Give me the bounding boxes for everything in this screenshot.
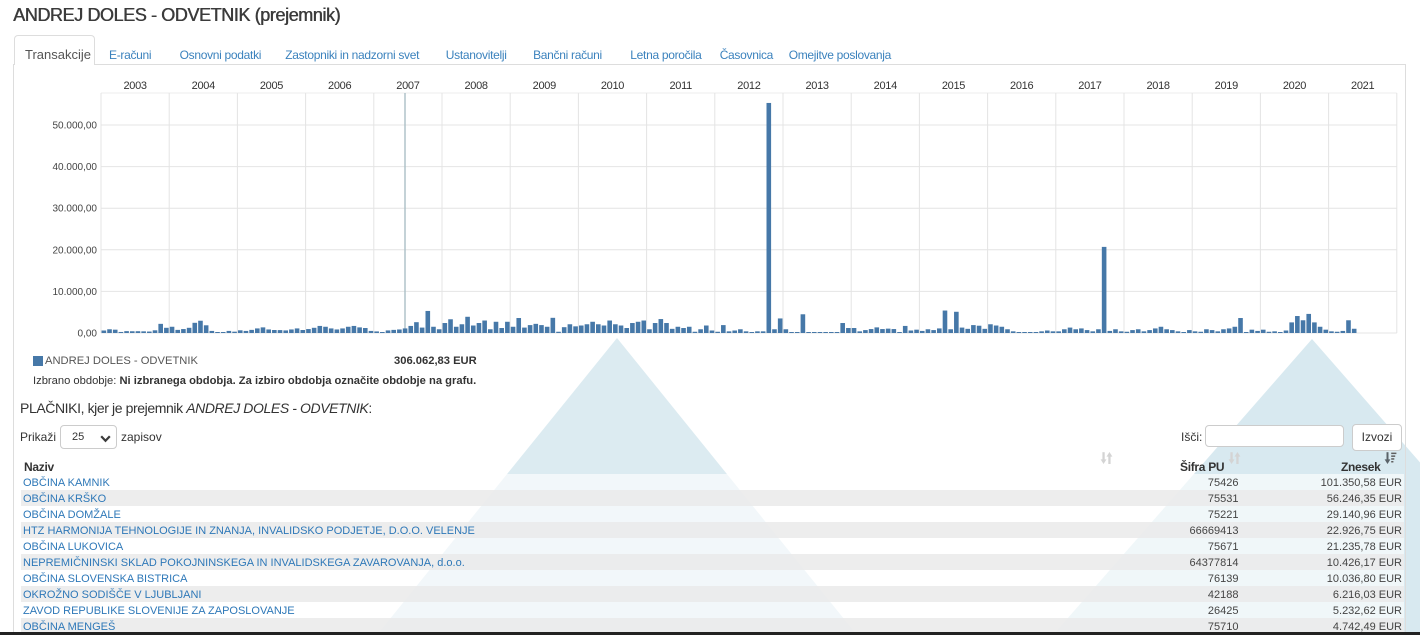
svg-text:2012: 2012	[737, 80, 760, 92]
svg-text:0,00: 0,00	[78, 329, 98, 340]
svg-text:10.000,00: 10.000,00	[53, 287, 98, 298]
svg-text:2016: 2016	[1010, 80, 1033, 92]
svg-text:2021: 2021	[1351, 80, 1374, 92]
svg-text:2015: 2015	[942, 80, 965, 92]
svg-text:2007: 2007	[396, 80, 419, 92]
svg-text:30.000,00: 30.000,00	[53, 204, 98, 215]
svg-text:2017: 2017	[1078, 80, 1101, 92]
svg-text:2014: 2014	[874, 80, 897, 92]
svg-text:2003: 2003	[123, 80, 146, 92]
svg-text:20.000,00: 20.000,00	[53, 245, 98, 256]
svg-text:2005: 2005	[260, 80, 283, 92]
svg-text:2013: 2013	[805, 80, 828, 92]
svg-text:50.000,00: 50.000,00	[53, 121, 98, 132]
svg-text:2009: 2009	[533, 80, 556, 92]
svg-text:2008: 2008	[464, 80, 487, 92]
svg-text:2011: 2011	[669, 80, 692, 92]
svg-text:2018: 2018	[1146, 80, 1169, 92]
svg-text:40.000,00: 40.000,00	[53, 162, 98, 173]
svg-text:2004: 2004	[192, 80, 215, 92]
svg-text:2019: 2019	[1215, 80, 1238, 92]
svg-text:2006: 2006	[328, 80, 351, 92]
svg-text:2010: 2010	[601, 80, 624, 92]
svg-text:2020: 2020	[1283, 80, 1306, 92]
